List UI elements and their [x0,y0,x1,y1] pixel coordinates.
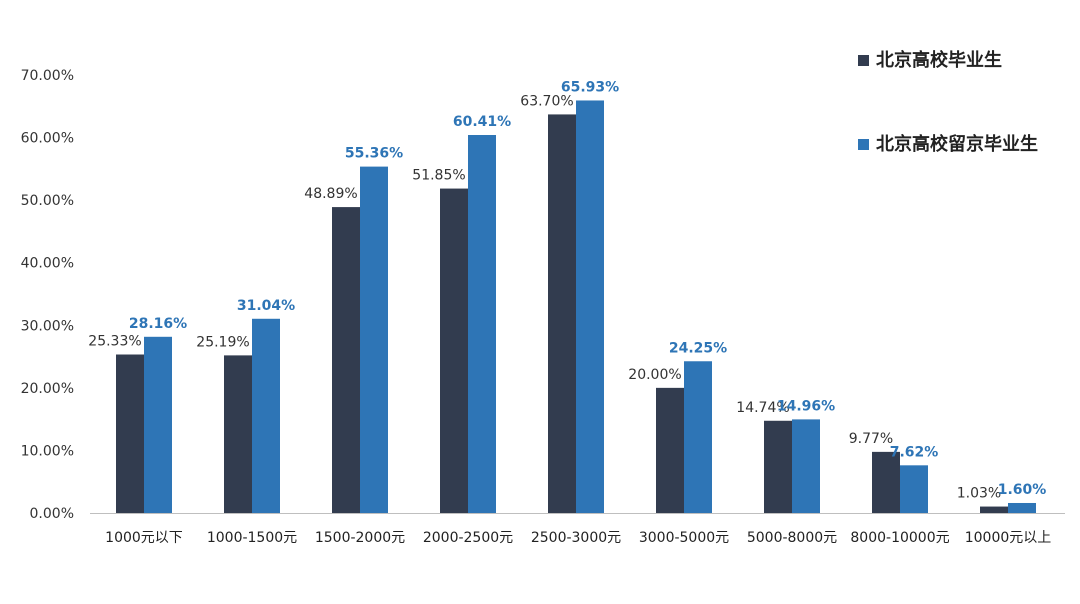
bar-beijing-graduates [576,100,604,514]
bar-graduates [980,506,1008,513]
data-label: 25.19% [196,334,249,350]
y-tick-label: 60.00% [21,131,74,147]
bar-graduates [116,354,144,513]
data-label: 28.16% [129,316,187,332]
data-label: 60.41% [453,114,511,130]
legend-swatch [858,55,869,66]
bar-beijing-graduates [1008,502,1036,513]
bar-graduates [332,207,360,513]
x-tick-label: 5000-8000元 [747,530,837,546]
data-label: 51.85% [412,168,465,184]
x-tick-label: 1500-2000元 [315,530,405,546]
data-label: 1.03% [957,486,1001,502]
y-tick-label: 30.00% [21,318,74,334]
bar-graduates [548,114,576,514]
data-label: 24.25% [669,340,727,356]
bar-beijing-graduates [360,166,388,514]
data-label: 48.89% [304,186,357,202]
data-label: 20.00% [628,367,681,383]
x-tick-label: 2000-2500元 [423,530,513,546]
y-tick-label: 40.00% [21,256,74,272]
x-axis: 1000元以下 1000-1500元 1500-2000元 2000-2500元 250… [90,513,1065,546]
bar-beijing-graduates [900,465,928,513]
bars [116,100,1036,514]
bar-beijing-graduates [792,419,820,513]
data-label: 9.77% [849,431,893,447]
x-tick-label: 1000-1500元 [207,530,297,546]
bar-beijing-graduates [144,336,172,513]
bar-graduates [656,387,684,513]
bar-graduates [764,420,792,513]
bar-beijing-graduates [468,135,496,514]
bar-graduates [872,451,900,513]
x-tick-label: 1000元以下 [105,530,183,546]
data-label: 25.33% [88,334,141,350]
value-labels: 25.33% 28.16% 25.19% 31.04% 48.89% 55.36% 51.8… [88,79,1046,501]
y-tick-label: 20.00% [21,381,74,397]
data-label: 7.62% [890,444,939,460]
bar-graduates [224,355,252,513]
data-label: 65.93% [561,79,619,95]
legend-label: 北京高校留京毕业生 [876,133,1038,155]
x-tick-label: 8000-10000元 [850,530,949,546]
x-tick-label: 2500-3000元 [531,530,621,546]
data-label: 14.96% [777,398,835,414]
data-label: 31.04% [237,298,295,314]
x-tick-label: 3000-5000元 [639,530,729,546]
y-axis: 0.00% 10.00% 20.00% 30.00% 40.00% 50.00% 60.00… [21,68,74,522]
legend-label: 北京高校毕业生 [876,49,1002,71]
bar-beijing-graduates [684,361,712,513]
legend-swatch [858,139,869,150]
data-label: 14.74% [736,400,789,416]
y-tick-label: 10.00% [21,443,74,459]
y-tick-label: 70.00% [21,68,74,84]
y-tick-label: 0.00% [30,506,74,522]
data-label: 1.60% [998,482,1047,498]
bar-beijing-graduates [252,318,280,513]
y-tick-label: 50.00% [21,193,74,209]
x-tick-label: 10000元以上 [965,530,1052,546]
data-label: 63.70% [520,93,573,109]
data-label: 55.36% [345,146,403,162]
bar-graduates [440,188,468,513]
